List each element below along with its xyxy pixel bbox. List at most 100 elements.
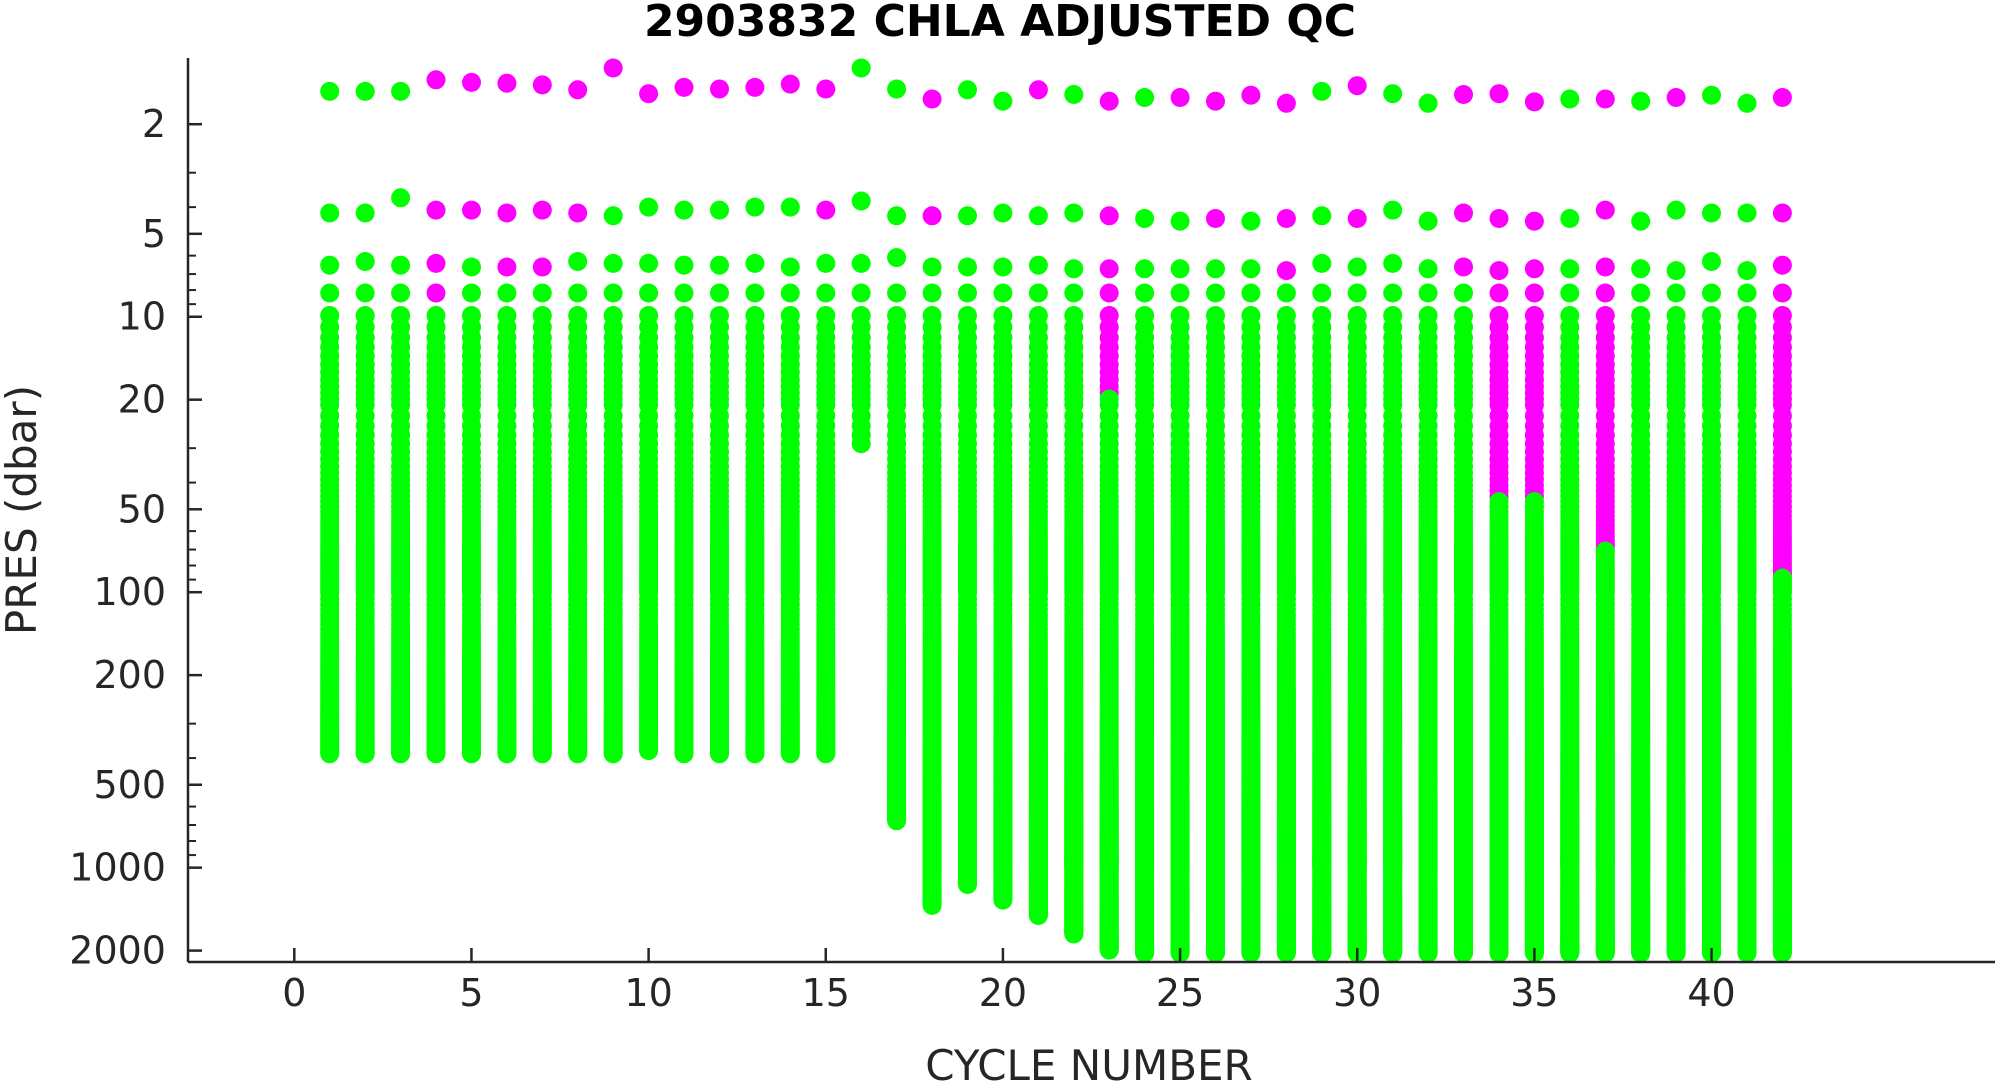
data-point: [426, 283, 446, 303]
data-point: [745, 283, 765, 303]
data-point: [1028, 906, 1048, 925]
data-point: [532, 283, 552, 303]
data-point: [993, 257, 1013, 277]
data-point: [355, 252, 375, 271]
data-point: [993, 890, 1013, 910]
data-points: [320, 58, 1792, 963]
data-point: [1241, 211, 1261, 231]
data-point: [816, 283, 836, 303]
data-point: [1135, 259, 1155, 279]
data-point: [426, 744, 446, 764]
data-point: [532, 75, 552, 95]
data-point: [993, 283, 1013, 303]
data-point: [1276, 93, 1296, 113]
data-point: [1206, 943, 1225, 963]
data-point: [887, 248, 907, 268]
data-point: [851, 253, 871, 273]
data-point: [462, 72, 481, 92]
data-point: [958, 80, 977, 100]
data-point: [462, 744, 481, 764]
data-point: [1099, 259, 1119, 279]
data-point: [532, 200, 552, 220]
data-point: [887, 79, 907, 99]
data-point: [887, 283, 907, 303]
data-point: [532, 257, 552, 277]
data-point: [639, 197, 659, 217]
data-point: [1064, 283, 1084, 303]
data-point: [1099, 283, 1119, 303]
data-point: [497, 73, 517, 93]
data-point: [851, 434, 871, 454]
data-point: [745, 197, 765, 217]
data-point: [320, 744, 340, 764]
data-point: [1276, 209, 1296, 228]
data-point: [710, 283, 729, 303]
data-point: [568, 283, 588, 303]
data-point: [1028, 80, 1048, 100]
data-point: [603, 253, 623, 273]
data-point: [780, 197, 800, 217]
data-point: [780, 74, 800, 94]
data-point: [1170, 88, 1190, 107]
data-point: [603, 58, 623, 78]
data-point: [958, 257, 977, 277]
data-point: [391, 81, 411, 101]
data-point: [497, 203, 517, 223]
data-point: [320, 255, 340, 275]
data-point: [1241, 283, 1261, 303]
data-point: [1028, 255, 1048, 275]
data-point: [1276, 261, 1296, 281]
data-point: [1028, 206, 1048, 226]
data-point: [391, 744, 411, 764]
data-point: [603, 283, 623, 303]
data-point: [745, 744, 765, 764]
data-point: [1206, 283, 1225, 303]
data-point: [1241, 943, 1261, 963]
data-point: [851, 283, 871, 303]
data-point: [391, 255, 411, 275]
data-point: [603, 744, 623, 764]
data-point: [639, 84, 659, 104]
data-point: [497, 257, 517, 277]
data-point: [639, 741, 659, 761]
data-point: [497, 283, 517, 303]
data-point: [568, 80, 588, 100]
data-point: [568, 252, 588, 271]
data-point: [922, 257, 942, 277]
data-point: [851, 58, 871, 78]
data-point: [1206, 209, 1225, 228]
data-point: [922, 89, 942, 109]
data-point: [1064, 203, 1084, 223]
data-point: [355, 203, 375, 223]
data-point: [993, 203, 1013, 223]
data-point: [320, 283, 340, 303]
data-point: [922, 895, 942, 915]
data-point: [710, 255, 729, 275]
data-point: [993, 91, 1013, 111]
data-point: [497, 744, 517, 764]
data-point: [710, 744, 729, 764]
data-point: [1135, 209, 1155, 228]
data-point: [603, 206, 623, 226]
data-point: [887, 206, 907, 226]
data-point: [355, 81, 375, 101]
data-point: [426, 253, 446, 273]
data-point: [816, 200, 836, 220]
data-point: [816, 253, 836, 273]
data-point: [426, 200, 446, 220]
data-point: [745, 253, 765, 273]
data-point: [1099, 91, 1119, 111]
data-point: [355, 744, 375, 764]
data-point: [710, 200, 729, 220]
data-point: [639, 253, 659, 273]
data-point: [355, 283, 375, 303]
data-point: [462, 200, 481, 220]
data-point: [320, 81, 340, 101]
data-point: [1099, 206, 1119, 226]
data-point: [1170, 211, 1190, 231]
data-point: [391, 283, 411, 303]
data-point: [568, 203, 588, 223]
data-point: [1170, 259, 1190, 279]
data-point: [922, 283, 942, 303]
